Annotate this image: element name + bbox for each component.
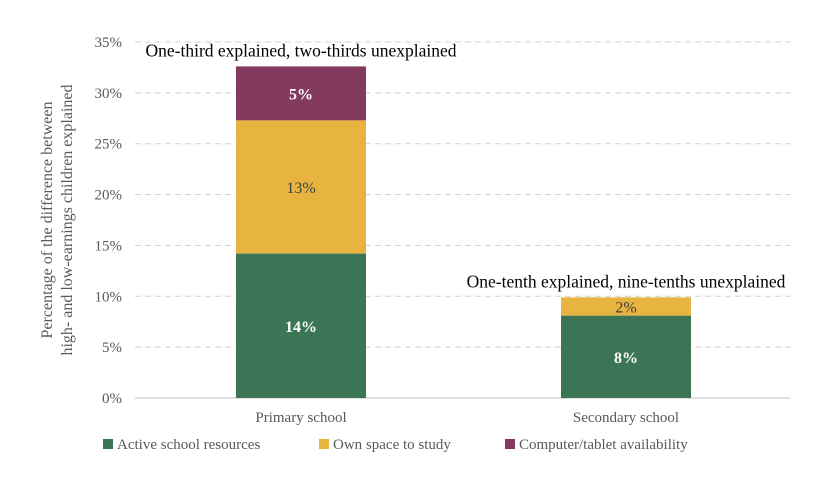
data-label: 8% [614,350,638,367]
legend-item: Own space to study [319,437,451,453]
annotation-text: One-tenth explained, nine-tenths unexpla… [467,271,786,291]
legend-item: Computer/tablet availability [505,437,688,453]
annotations: One-third explained, two-thirds unexplai… [145,40,785,291]
bar-segment [236,120,366,254]
legend-swatch [505,439,515,449]
bar-segment [561,315,691,398]
y-tick-label: 35% [95,35,123,51]
legend-label: Active school resources [117,437,260,453]
annotation-text: One-third explained, two-thirds unexplai… [145,40,456,60]
y-tick-label: 10% [95,289,123,305]
y-tick-label: 20% [95,188,123,204]
bar-segment [236,253,366,398]
category-labels: Primary school Secondary school [255,410,679,426]
x-category-label: Secondary school [573,410,679,426]
data-label: 5% [289,86,313,103]
legend-swatch [103,439,113,449]
y-axis-label-line: high- and low-earnings children explaine… [59,84,76,355]
y-tick-label: 15% [95,238,123,254]
bar-segment [236,66,366,121]
y-axis-ticks: 0% 5% 10% 15% 20% 25% 30% 35% [95,35,123,407]
legend-label: Computer/tablet availability [519,437,688,453]
legend: Active school resources Own space to stud… [103,437,688,453]
bars: 14% 13% 5% 8% 2% [236,66,691,398]
y-axis-label: Percentage of the difference between high… [39,84,76,355]
y-tick-label: 30% [95,86,123,102]
y-tick-label: 0% [102,391,122,407]
bar-segment [561,297,691,316]
legend-item: Active school resources [103,437,260,453]
data-label: 2% [615,299,636,316]
y-axis-label-line: Percentage of the difference between [39,102,56,339]
legend-label: Own space to study [333,437,451,453]
gridlines [135,41,790,348]
y-tick-label: 25% [95,137,123,153]
x-category-label: Primary school [255,410,346,426]
legend-swatch [319,439,329,449]
y-tick-label: 5% [102,340,122,356]
data-label: 13% [286,180,315,197]
data-label: 14% [285,319,317,336]
